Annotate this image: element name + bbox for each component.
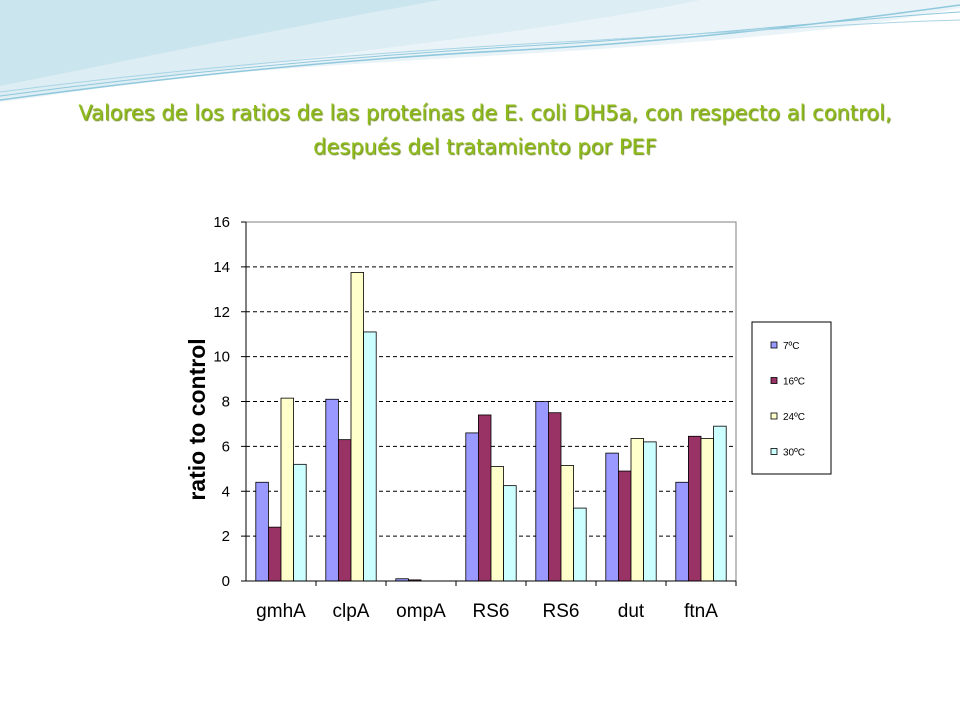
bars-layer bbox=[255, 272, 727, 582]
bar bbox=[573, 507, 587, 582]
bar bbox=[267, 526, 282, 582]
wave-line-1 bbox=[0, 4, 960, 101]
bar bbox=[560, 465, 575, 582]
bar bbox=[465, 432, 479, 582]
y-tick-label: 10 bbox=[213, 349, 230, 366]
legend-box bbox=[751, 321, 832, 475]
bar bbox=[713, 425, 727, 582]
legend-swatch bbox=[770, 448, 778, 455]
slide-title-line-2: después del tratamiento por PEF bbox=[313, 135, 657, 159]
y-tick-label: 16 bbox=[213, 214, 230, 231]
x-category-label: clpA bbox=[333, 601, 370, 622]
bar bbox=[490, 466, 505, 582]
decorative-wave-header bbox=[0, 0, 960, 102]
slide-title: Valores de los ratios de las proteínas d… bbox=[20, 96, 950, 164]
x-category-label: ftnA bbox=[684, 601, 718, 622]
legend-swatch bbox=[770, 412, 778, 420]
bar bbox=[477, 414, 492, 582]
legend: 7ºC 16ºC 24ºC 30ºC bbox=[751, 321, 832, 475]
bar bbox=[643, 441, 657, 582]
bar bbox=[605, 452, 619, 582]
bar bbox=[675, 481, 689, 582]
bar bbox=[618, 470, 632, 582]
y-tick-label: 0 bbox=[222, 573, 230, 590]
bar bbox=[700, 438, 715, 582]
legend-label: 16ºC bbox=[783, 377, 805, 388]
y-tick-label: 6 bbox=[222, 438, 230, 455]
wave-band-front bbox=[0, 0, 440, 86]
y-tick-label: 2 bbox=[222, 528, 230, 545]
wave-line-3 bbox=[0, 19, 960, 93]
x-category-label: dut bbox=[618, 601, 645, 622]
y-tick-label: 14 bbox=[213, 259, 230, 276]
x-category-label: RS6 bbox=[543, 601, 580, 622]
bar bbox=[503, 485, 517, 582]
y-tick-label: 12 bbox=[213, 304, 230, 321]
legend-swatch bbox=[770, 341, 778, 349]
x-category-label: ompA bbox=[396, 601, 446, 622]
bar bbox=[548, 412, 562, 582]
bar bbox=[255, 481, 269, 582]
bar bbox=[293, 463, 307, 582]
bar bbox=[280, 397, 295, 582]
x-category-label: RS6 bbox=[473, 601, 510, 622]
legend-label: 30ºC bbox=[783, 448, 805, 459]
slide-title-line-1: Valores de los ratios de las proteínas d… bbox=[78, 101, 892, 125]
bar bbox=[688, 435, 702, 582]
bar bbox=[350, 272, 365, 582]
y-tick-label: 8 bbox=[222, 394, 230, 411]
bar bbox=[630, 438, 645, 582]
y-tick-label: 4 bbox=[222, 483, 230, 500]
bar bbox=[337, 439, 352, 582]
legend-label: 24ºC bbox=[783, 412, 805, 423]
wave-line-2 bbox=[0, 11, 960, 97]
axis-layer: 0 2 4 6 8 10 12 14 16 gmhA clpA ompA RS6 RS6 dut ftnA bbox=[213, 214, 737, 622]
legend-swatch bbox=[770, 377, 778, 384]
bar bbox=[535, 401, 549, 582]
bar bbox=[363, 331, 377, 582]
y-axis-title: ratio to control bbox=[184, 338, 210, 500]
bar bbox=[325, 398, 339, 582]
x-category-label: gmhA bbox=[256, 601, 306, 622]
legend-label: 7ºC bbox=[783, 341, 799, 352]
